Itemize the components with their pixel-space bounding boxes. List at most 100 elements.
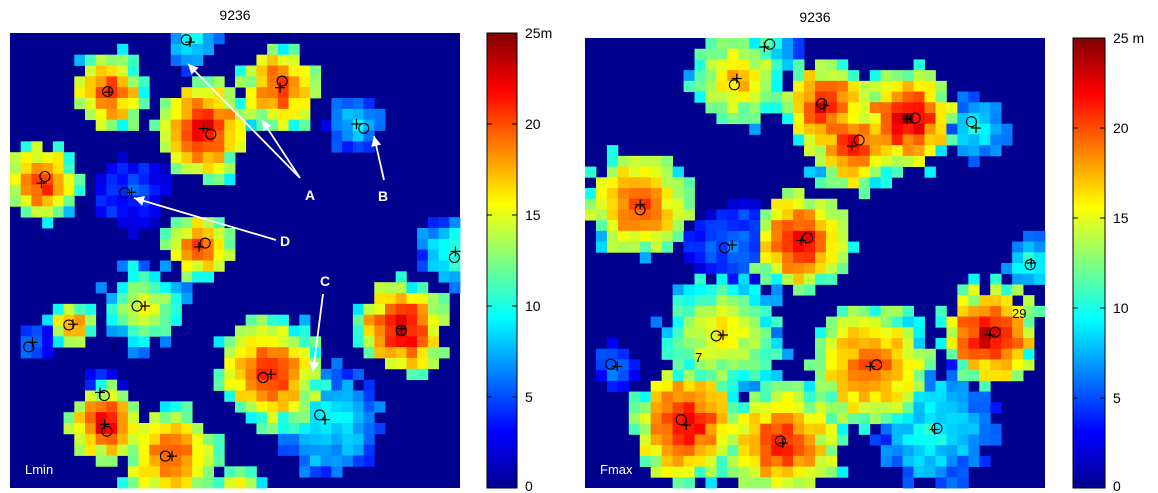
heatmap-cell (902, 123, 914, 135)
heatmap-cell (847, 359, 860, 371)
heatmap-cell (31, 325, 43, 337)
heatmap-cell (427, 293, 439, 305)
heatmap-cell (245, 466, 257, 478)
detected-tree-marker (909, 112, 921, 124)
heatmap-cell (760, 273, 772, 285)
heatmap-cell (880, 455, 893, 467)
heatmap-cell (815, 391, 827, 403)
heatmap-cell (661, 327, 674, 339)
heatmap-cell (990, 359, 1002, 371)
heatmap-cell (406, 358, 418, 370)
heatmap-cell (771, 241, 783, 253)
heatmap-cell (224, 336, 236, 348)
heatmap-cell (20, 163, 32, 175)
heatmap-cell (170, 152, 182, 164)
heatmap-cell (760, 338, 772, 350)
heatmap-cell (902, 413, 914, 425)
heatmap-cell (639, 155, 652, 167)
heatmap-cell (804, 263, 816, 275)
heatmap-cell (727, 402, 739, 414)
heatmap-cell (352, 433, 364, 446)
heatmap-cell (760, 48, 772, 60)
heatmap-cell (363, 108, 375, 121)
heatmap-cell (181, 217, 193, 229)
tree-top-marker (796, 235, 807, 246)
heatmap-cell (628, 359, 641, 371)
heatmap-cell (85, 76, 97, 88)
heatmap-cell (990, 370, 1002, 382)
heatmap-cell (661, 177, 674, 189)
colorbar-scale (1072, 37, 1106, 489)
heatmap-cell (836, 155, 849, 167)
heatmap-cell (160, 444, 172, 456)
heatmap-cell (705, 38, 717, 50)
heatmap-cell (880, 391, 893, 403)
heatmap-cell (1012, 284, 1024, 296)
heatmap-cell (825, 220, 838, 232)
heatmap-cell (127, 173, 139, 186)
heatmap-cell (836, 134, 849, 146)
heatmap-cell (650, 391, 663, 403)
heatmap-cell (617, 370, 630, 382)
heatmap-cell (902, 466, 914, 478)
heatmap-cell (106, 173, 118, 186)
heatmap-cell (352, 130, 364, 142)
heatmap-cell (288, 358, 300, 370)
heatmap-cell (149, 433, 161, 446)
heatmap-cell (891, 166, 904, 178)
heatmap-cell (288, 423, 300, 435)
heatmap-cell (639, 413, 652, 425)
heatmap-cell (639, 220, 652, 232)
heatmap-cell (310, 423, 322, 435)
heatmap-cell (342, 141, 354, 153)
heatmap-cell (374, 314, 386, 326)
heatmap-cell (342, 444, 354, 456)
heatmap-cell (902, 359, 914, 371)
heatmap-cell (213, 87, 225, 99)
heatmap-cell (235, 347, 247, 359)
heatmap-cell (825, 166, 838, 178)
point-label: 7 (110, 340, 117, 355)
heatmap-cell (245, 347, 257, 359)
heatmap-cell (374, 401, 386, 413)
heatmap-cell (815, 230, 827, 242)
heatmap-cell (672, 327, 684, 339)
heatmap-cell (299, 444, 311, 456)
heatmap-cell (716, 80, 728, 92)
heatmap-cell (277, 336, 289, 348)
heatmap-cell (957, 434, 969, 446)
heatmap-cell (760, 305, 772, 317)
heatmap-cell (825, 134, 838, 146)
heatmap-cell (782, 477, 794, 489)
heatmap-cell (160, 336, 172, 348)
heatmap-cell (979, 391, 991, 403)
heatmap-cell (170, 423, 182, 435)
heatmap-cell (170, 433, 182, 446)
heatmap-cell (880, 91, 893, 103)
heatmap-cell (288, 379, 300, 391)
heatmap-cell (825, 155, 838, 167)
heatmap-cell (127, 314, 139, 326)
heatmap-cell (902, 102, 914, 114)
heatmap-cell (181, 33, 193, 45)
heatmap-cell (694, 263, 706, 275)
heatmap-cell (438, 249, 450, 261)
heatmap-cell (979, 455, 991, 467)
detected-tree-marker (119, 187, 131, 199)
heatmap-cell (935, 391, 947, 403)
heatmap-cell (968, 145, 980, 157)
heatmap-cell (320, 444, 332, 456)
heatmap-cell (672, 402, 684, 414)
heatmap-cell (342, 119, 354, 131)
heatmap-cell (310, 65, 322, 77)
heatmap-cell (170, 217, 182, 229)
heatmap-cell (385, 347, 397, 359)
heatmap-cell (127, 444, 139, 456)
heatmap-cell (395, 347, 407, 359)
heatmap-cell (836, 102, 849, 114)
heatmap-cell (694, 455, 706, 467)
heatmap-cell (170, 412, 182, 424)
heatmap-cell (760, 445, 772, 457)
heatmap-cell (342, 390, 354, 402)
heatmap-cell (85, 412, 97, 424)
